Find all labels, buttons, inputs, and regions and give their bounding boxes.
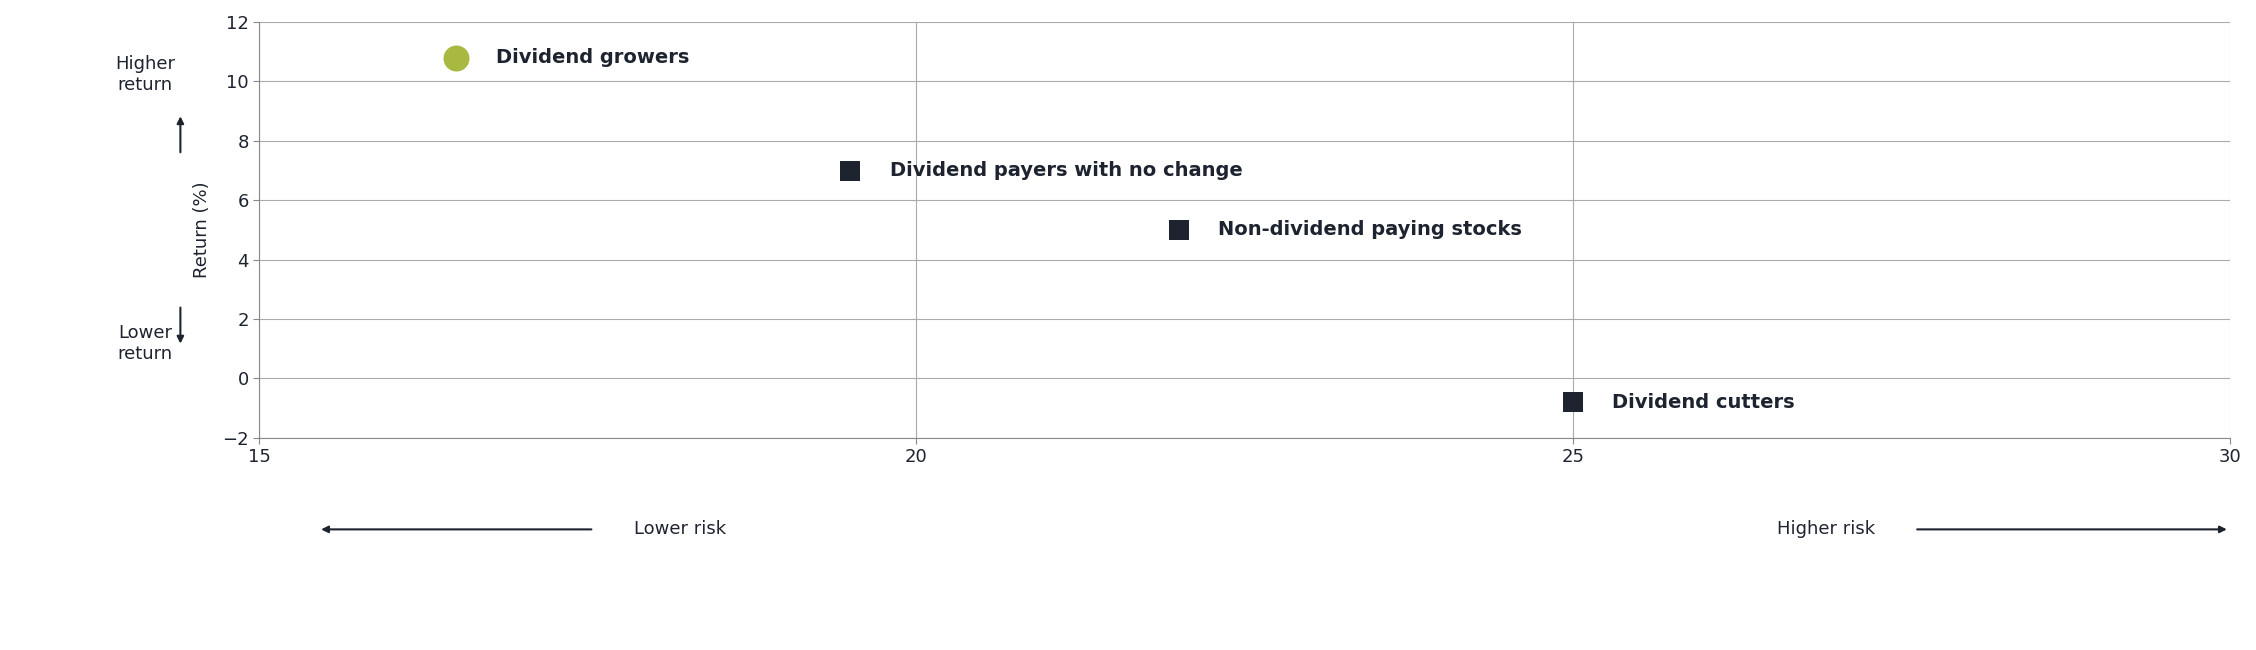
Text: Higher
return: Higher return <box>115 55 176 94</box>
Text: Lower risk: Lower risk <box>634 521 726 538</box>
Y-axis label: Return (%): Return (%) <box>194 181 212 278</box>
Text: Dividend cutters: Dividend cutters <box>1613 393 1796 411</box>
Text: Higher risk: Higher risk <box>1778 521 1875 538</box>
Text: Non-dividend paying stocks: Non-dividend paying stocks <box>1218 220 1523 239</box>
Text: Dividend payers with no change: Dividend payers with no change <box>889 161 1243 180</box>
Text: Dividend growers: Dividend growers <box>496 48 688 67</box>
Point <box>438 53 474 63</box>
Point <box>1554 397 1590 408</box>
Text: Lower
return: Lower return <box>117 324 171 363</box>
Point <box>1160 225 1196 235</box>
Point <box>832 165 869 176</box>
